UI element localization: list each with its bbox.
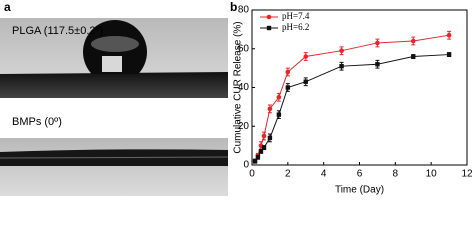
y-tick-label: 40 <box>238 82 250 93</box>
marker <box>339 63 344 69</box>
x-tick-label: 10 <box>426 169 438 180</box>
marker <box>261 145 267 150</box>
legend-marker <box>266 25 272 31</box>
marker <box>303 79 308 84</box>
marker <box>446 32 452 38</box>
marker <box>375 62 380 67</box>
figure: a b PLGA (117.5±0.2º) BMPs (0º) 02040608… <box>0 0 473 196</box>
x-tick-label: 4 <box>321 169 327 180</box>
marker <box>285 69 291 75</box>
x-tick-label: 0 <box>249 169 255 180</box>
plot-frame <box>251 9 468 166</box>
legend-label: pH=7.4 <box>282 11 310 21</box>
y-tick-label: 0 <box>243 160 249 171</box>
legend-marker <box>266 14 272 20</box>
photo: BMPs (0º) <box>0 112 229 196</box>
x-axis-label: Time (Day) <box>335 185 384 196</box>
series-line <box>254 54 450 162</box>
marker <box>267 135 273 141</box>
marker <box>375 40 380 46</box>
x-tick-label: 2 <box>285 169 291 180</box>
marker <box>411 54 416 59</box>
marker <box>261 133 267 139</box>
marker <box>267 106 273 112</box>
marker <box>276 94 282 100</box>
marker <box>252 158 258 164</box>
x-tick-label: 12 <box>461 169 473 180</box>
legend-label: pH=6.2 <box>282 22 309 32</box>
photo: PLGA (117.5±0.2º) <box>0 18 228 98</box>
marker <box>276 112 282 117</box>
y-axis-label: Cumulative CUR Release (%) <box>233 21 244 153</box>
marker <box>339 48 344 53</box>
page: a b PLGA (117.5±0.2º) BMPs (0º) 0 20 40 60 8… <box>0 0 473 196</box>
panel-label: a <box>4 0 11 14</box>
marker <box>255 155 261 160</box>
marker <box>285 85 291 90</box>
marker <box>303 54 309 59</box>
marker <box>446 52 452 57</box>
marker <box>410 38 416 44</box>
x-tick-label: 8 <box>393 169 399 180</box>
marker <box>258 149 264 154</box>
y-tick-label: 80 <box>238 5 250 16</box>
photo-label: PLGA (117.5±0.2º) <box>12 25 103 37</box>
y-tick-label: 20 <box>238 121 250 132</box>
chart: 0 20 40 60 80 0 2 4 6 8 10 12 Time (Day) Cumulative C… <box>233 5 473 196</box>
x-tick-label: 6 <box>357 169 363 180</box>
panel-label: b <box>230 0 237 14</box>
photo-label: BMPs (0º) <box>12 116 62 128</box>
y-tick-label: 60 <box>238 43 250 54</box>
